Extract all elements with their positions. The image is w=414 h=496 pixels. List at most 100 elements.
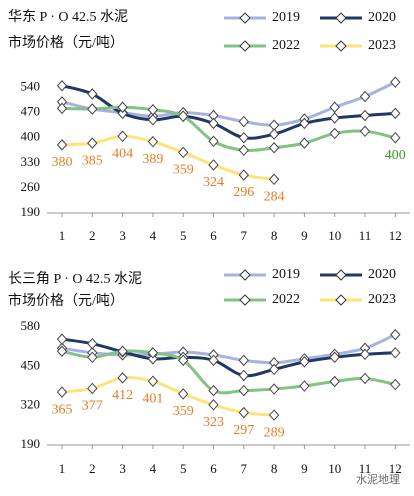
data-label: 401: [142, 391, 163, 406]
legend-label: 2022: [272, 38, 300, 53]
series-line: [61, 80, 396, 127]
point: [147, 353, 159, 365]
data-label: 324: [203, 175, 224, 190]
point: [329, 127, 340, 140]
point: [359, 348, 371, 361]
point: [329, 375, 340, 388]
point: [299, 137, 310, 149]
point: [359, 109, 371, 122]
point: [208, 135, 219, 148]
data-label: 289: [264, 425, 285, 440]
point: [178, 388, 189, 400]
x-tick-label: 3: [119, 461, 126, 476]
data-label: 297: [233, 423, 254, 438]
y-tick-label: 190: [21, 204, 41, 219]
point: [238, 369, 249, 382]
point: [238, 144, 249, 157]
legend-label: 2023: [368, 38, 396, 53]
point: [56, 386, 68, 398]
point: [87, 137, 98, 149]
point: [329, 351, 340, 364]
point: [390, 76, 401, 88]
x-tick-label: 4: [150, 228, 157, 243]
y-tick-label: 470: [21, 104, 41, 119]
legend-marker: [335, 40, 347, 52]
point: [117, 130, 128, 143]
x-tick-label: 7: [241, 461, 248, 476]
point: [329, 112, 340, 124]
data-label: 377: [82, 399, 103, 414]
point: [268, 173, 280, 186]
legend-label: 2019: [272, 267, 300, 282]
point: [390, 328, 401, 341]
point: [208, 354, 219, 367]
point: [208, 399, 219, 411]
point: [147, 135, 159, 148]
point: [147, 375, 159, 387]
y-tick-label: 540: [21, 79, 41, 94]
point: [56, 139, 68, 151]
x-tick-label: 9: [301, 228, 308, 243]
legend-marker: [335, 294, 347, 306]
point: [87, 103, 98, 115]
legend-marker: [239, 40, 251, 52]
legend-label: 2019: [272, 10, 300, 25]
chart-subtitle: 市场价格（元/吨）: [8, 292, 124, 309]
data-label: 359: [173, 404, 194, 419]
x-tick-label: 8: [271, 228, 278, 243]
point: [390, 131, 401, 144]
point: [238, 115, 249, 128]
x-tick-label: 5: [180, 461, 187, 476]
point: [178, 146, 189, 159]
y-tick-label: 320: [21, 397, 41, 412]
x-tick-label: 6: [210, 228, 217, 243]
legend-marker: [239, 269, 251, 281]
point: [390, 378, 401, 391]
x-tick-label: 12: [389, 228, 402, 243]
point: [299, 117, 310, 130]
legend-marker: [335, 269, 347, 281]
point: [390, 107, 401, 120]
x-tick-label: 8: [271, 461, 278, 476]
data-label: 365: [52, 402, 73, 417]
point: [268, 363, 280, 376]
legend-label: 2023: [368, 292, 396, 307]
point: [359, 125, 371, 138]
x-tick-label: 4: [150, 461, 157, 476]
y-tick-label: 190: [21, 436, 41, 451]
data-label: 412: [112, 388, 133, 403]
point: [178, 110, 189, 122]
legend-label: 2020: [368, 10, 396, 25]
x-tick-label: 10: [328, 461, 341, 476]
x-tick-label: 7: [241, 228, 248, 243]
data-label: 296: [233, 185, 254, 200]
point: [178, 354, 189, 367]
x-tick-label: 10: [328, 228, 341, 243]
watermark: 水泥地理: [356, 473, 400, 486]
point: [147, 104, 159, 116]
y-tick-label: 330: [21, 154, 41, 169]
legend-marker: [239, 12, 251, 24]
point: [268, 383, 280, 395]
point: [238, 354, 249, 367]
data-label: 359: [173, 163, 194, 178]
x-tick-label: 6: [210, 461, 217, 476]
x-tick-label: 1: [59, 461, 66, 476]
x-tick-label: 11: [359, 461, 372, 476]
point: [87, 337, 98, 350]
point: [268, 142, 280, 154]
point: [56, 102, 68, 115]
y-tick-label: 450: [21, 357, 41, 372]
point: [56, 80, 68, 92]
point: [117, 372, 128, 384]
data-label: 380: [52, 155, 73, 170]
point: [56, 345, 68, 358]
y-tick-label: 260: [21, 179, 41, 194]
legend-label: 2022: [272, 292, 300, 307]
x-tick-label: 1: [59, 228, 66, 243]
point: [87, 351, 98, 364]
point: [390, 347, 401, 359]
point: [56, 333, 68, 345]
point: [147, 347, 159, 359]
